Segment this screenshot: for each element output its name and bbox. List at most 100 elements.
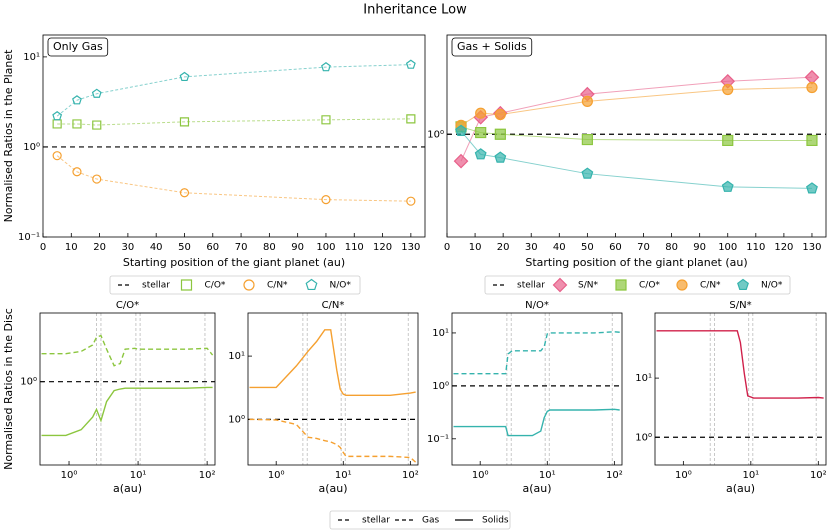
x-tick-label: 10 xyxy=(469,242,482,253)
marker xyxy=(406,114,416,124)
plot-frame xyxy=(42,34,426,238)
y-tick-label: 10⁰ xyxy=(228,414,245,425)
series-line xyxy=(460,76,812,162)
marker xyxy=(179,188,190,198)
annotation: Gas + Solids xyxy=(451,37,533,57)
marker xyxy=(581,95,593,107)
x-tick-label: 120 xyxy=(373,242,392,253)
series-line xyxy=(460,86,812,126)
y-tick-label: 10⁰ xyxy=(635,432,652,443)
marker xyxy=(52,151,62,161)
y-axis-label: Normalised Ratios in the Disc xyxy=(2,308,15,470)
x-tick-label: 30 xyxy=(122,242,135,253)
marker xyxy=(179,117,190,127)
marker xyxy=(494,151,507,163)
y-axis-label: Normalised Ratios in the Planet xyxy=(2,49,15,223)
x-tick-label: 10¹ xyxy=(539,470,556,481)
x-tick-label: 40 xyxy=(553,242,566,253)
marker xyxy=(806,134,818,147)
legend-frame xyxy=(109,275,361,295)
x-tick-label: 10² xyxy=(199,470,216,481)
series-line xyxy=(249,418,417,463)
marker xyxy=(722,134,734,147)
figure-title: Inheritance Low xyxy=(363,3,467,18)
x-axis-label: a(au) xyxy=(113,482,142,495)
marker xyxy=(180,279,193,291)
x-tick-label: 10⁰ xyxy=(472,470,489,481)
marker xyxy=(72,95,82,105)
legend-label: C/N* xyxy=(267,281,288,291)
legend-frame xyxy=(329,510,511,530)
legend-label: Gas xyxy=(422,516,439,526)
x-tick-label: 40 xyxy=(150,242,163,253)
x-tick-label: 80 xyxy=(263,242,276,253)
x-tick-label: 0 xyxy=(444,242,450,253)
marker xyxy=(475,126,487,139)
x-tick-label: 70 xyxy=(235,242,248,253)
x-tick-label: 70 xyxy=(637,242,650,253)
series-line xyxy=(656,330,824,399)
marker xyxy=(581,167,594,179)
plot-frame xyxy=(654,312,827,466)
marker xyxy=(453,153,469,169)
y-tick-label: 10¹ xyxy=(23,52,40,63)
x-tick-label: 110 xyxy=(345,242,364,253)
y-tick-label: 10⁰ xyxy=(427,129,444,140)
series-line xyxy=(453,408,620,437)
y-tick-label: 10⁰ xyxy=(23,142,40,153)
x-tick-label: 90 xyxy=(693,242,706,253)
plot-frame xyxy=(39,312,216,466)
marker xyxy=(455,124,467,136)
x-tick-label: 20 xyxy=(93,242,106,253)
x-tick-label: 10⁰ xyxy=(675,470,692,481)
legend-label: stellar xyxy=(362,516,390,526)
x-axis-label: Starting position of the giant planet (a… xyxy=(525,256,747,269)
plot-frame xyxy=(446,34,827,238)
x-tick-label: 100 xyxy=(316,242,335,253)
marker xyxy=(615,279,627,291)
series-line xyxy=(56,155,411,202)
panel-title: N/O* xyxy=(525,300,549,311)
marker xyxy=(179,71,190,82)
y-tick-label: 10⁰ xyxy=(20,377,37,388)
x-tick-label: 30 xyxy=(525,242,538,253)
x-axis-label: a(au) xyxy=(522,482,551,495)
x-tick-label: 10¹ xyxy=(742,470,759,481)
series-line xyxy=(460,130,812,189)
series-line xyxy=(56,64,411,117)
legend-label: stellar xyxy=(142,281,170,291)
series-line xyxy=(453,331,620,375)
marker xyxy=(475,107,487,119)
x-tick-label: 0 xyxy=(40,242,46,253)
annotation-box xyxy=(47,37,109,57)
marker xyxy=(405,59,416,69)
x-tick-label: 50 xyxy=(178,242,191,253)
legend-label: stellar xyxy=(517,281,545,291)
marker xyxy=(72,119,82,129)
panel-title: S/N* xyxy=(729,300,751,311)
marker xyxy=(676,279,688,291)
x-tick-label: 100 xyxy=(718,242,737,253)
x-axis-label: a(au) xyxy=(318,482,347,495)
marker xyxy=(406,196,416,206)
legend-label: N/O* xyxy=(330,281,352,291)
x-tick-label: 90 xyxy=(291,242,304,253)
marker xyxy=(494,108,506,121)
series-line xyxy=(41,334,214,367)
marker xyxy=(721,180,734,192)
panel-title: C/O* xyxy=(116,300,139,311)
annotation-text: Only Gas xyxy=(53,40,103,53)
panel-title: C/N* xyxy=(322,300,345,311)
x-tick-label: 110 xyxy=(746,242,765,253)
marker xyxy=(305,278,318,291)
marker xyxy=(474,148,487,160)
legend-label: C/N* xyxy=(700,281,721,291)
series-line xyxy=(249,329,416,397)
x-tick-label: 10² xyxy=(606,470,623,481)
marker xyxy=(806,182,818,194)
marker xyxy=(552,277,568,293)
x-tick-label: 120 xyxy=(774,242,793,253)
series-line xyxy=(57,118,411,126)
y-tick-label: 10¹ xyxy=(432,328,449,339)
annotation-text: Gas + Solids xyxy=(457,40,527,53)
